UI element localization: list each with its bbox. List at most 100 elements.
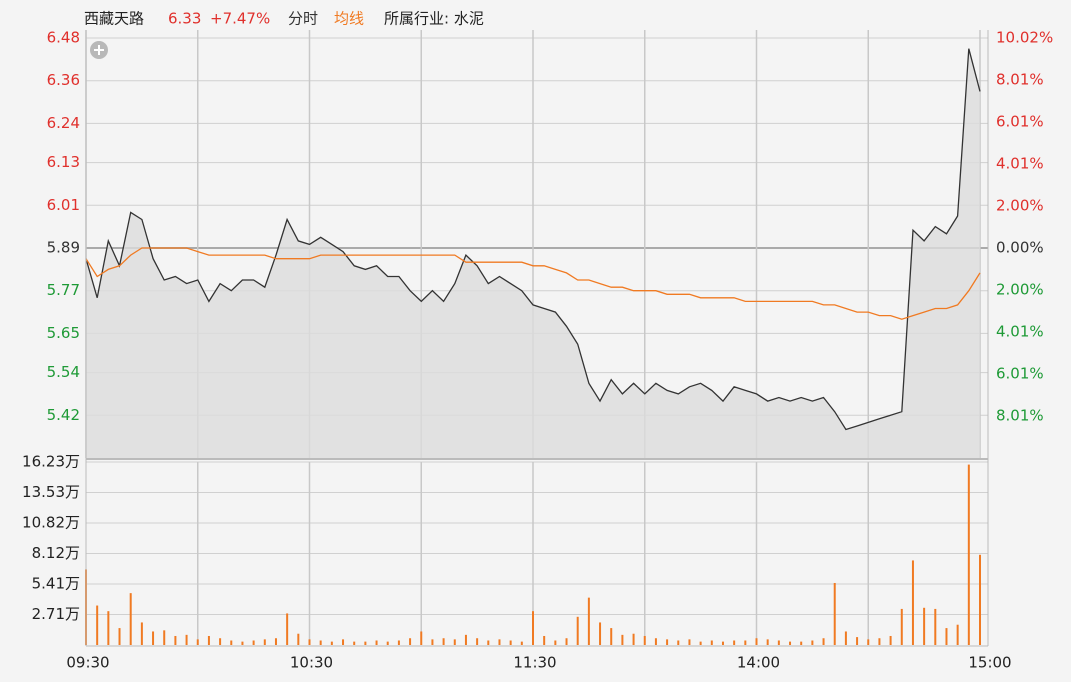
price-area xyxy=(86,48,980,458)
volume-bar xyxy=(543,635,546,645)
volume-bar xyxy=(766,639,769,645)
volume-bar xyxy=(342,639,345,645)
volume-bar xyxy=(844,631,847,645)
add-button[interactable] xyxy=(90,41,108,59)
volume-bar xyxy=(107,611,110,645)
volume-bar xyxy=(96,605,99,645)
volume-bar xyxy=(923,607,926,645)
volume-bar xyxy=(979,554,981,645)
volume-bar xyxy=(174,635,177,645)
volume-bar xyxy=(420,631,423,645)
volume-bar xyxy=(800,641,803,645)
volume-bar xyxy=(185,634,188,645)
volume-bar xyxy=(532,611,534,645)
volume-bar xyxy=(733,640,736,645)
volume-bar xyxy=(643,635,646,645)
x-tick-label: 15:00 xyxy=(968,654,1011,672)
volume-bar xyxy=(397,640,400,645)
y2-tick-label: 2.00% xyxy=(996,197,1044,215)
y2-tick-label: 4.01% xyxy=(996,154,1044,172)
volume-bar xyxy=(453,639,456,645)
volume-bar xyxy=(118,628,121,645)
mode: 分时 xyxy=(288,10,318,28)
x-tick-label: 09:30 xyxy=(66,654,109,672)
x-tick-label: 10:30 xyxy=(290,654,333,672)
volume-bar xyxy=(163,630,166,645)
y-tick-label: 6.01 xyxy=(47,196,80,214)
volume-bar xyxy=(353,641,356,645)
volume-bar xyxy=(599,622,602,645)
volume-bar xyxy=(386,641,389,645)
volume-bar xyxy=(833,582,836,645)
volume-bar xyxy=(487,640,490,645)
volume-bar xyxy=(945,628,948,645)
volume-bar xyxy=(721,641,724,645)
volume-bar xyxy=(576,616,579,645)
y2-tick-label: 6.01% xyxy=(996,364,1044,382)
volume-bar xyxy=(587,597,590,645)
y-tick-label: 16.23万 xyxy=(22,453,80,471)
y-tick-label: 5.54 xyxy=(47,363,80,381)
y-tick-label: 6.36 xyxy=(47,71,80,89)
volume-bar xyxy=(129,593,132,645)
y2-tick-label: 8.01% xyxy=(996,71,1044,89)
volume-bar xyxy=(867,639,870,645)
y2-tick-label: 8.01% xyxy=(996,406,1044,424)
y2-tick-label: 0.00% xyxy=(996,239,1044,257)
volume-bar xyxy=(789,641,792,645)
volume-bar xyxy=(476,638,479,645)
industry: 所属行业: 水泥 xyxy=(384,10,484,28)
volume-bar xyxy=(632,633,635,645)
volume-bar xyxy=(308,639,311,645)
volume-bar xyxy=(509,640,512,645)
y-tick-label: 6.48 xyxy=(47,29,80,47)
volume-bar xyxy=(498,639,501,645)
volume-bar xyxy=(431,639,434,645)
volume-bar xyxy=(621,634,624,645)
volume-bar xyxy=(207,635,210,645)
price-line xyxy=(85,48,981,431)
volume-bar xyxy=(688,639,691,645)
volume-bar xyxy=(610,628,613,645)
y-tick-label: 8.12万 xyxy=(32,544,80,562)
y-tick-label: 13.53万 xyxy=(22,483,80,501)
volume-bar xyxy=(286,613,289,645)
volume-bar xyxy=(554,640,557,645)
volume-bar xyxy=(196,639,199,645)
y-tick-label: 6.13 xyxy=(47,153,80,171)
volume-bar xyxy=(140,622,143,645)
volume-bar xyxy=(241,641,244,645)
volume-bar xyxy=(822,638,825,645)
volume-bar xyxy=(364,641,367,645)
volume-bar xyxy=(911,560,914,645)
volume-bar xyxy=(677,640,680,645)
y-tick-label: 5.89 xyxy=(47,239,80,257)
x-tick-label: 14:00 xyxy=(737,654,780,672)
volume-bar xyxy=(878,638,881,645)
avg-line xyxy=(85,247,981,320)
volume-bar xyxy=(889,635,892,645)
last-price: 6.33 xyxy=(168,10,201,28)
volume-bar xyxy=(442,638,445,645)
y2-tick-label: 10.02% xyxy=(996,29,1053,47)
legend-avg: 均线 xyxy=(334,10,364,28)
volume-bar xyxy=(699,641,702,645)
y-tick-label: 5.41万 xyxy=(32,575,80,593)
volume-bar xyxy=(330,641,333,645)
volume-bar xyxy=(252,640,255,645)
volume-bar xyxy=(811,640,814,645)
volume-bar xyxy=(409,638,412,645)
volume-bar xyxy=(375,640,378,645)
volume-bar xyxy=(152,631,155,645)
change: +7.47% xyxy=(210,10,270,28)
y-tick-label: 10.82万 xyxy=(22,514,80,532)
volume-bar xyxy=(666,639,669,645)
y-tick-label: 5.42 xyxy=(47,406,80,424)
y2-tick-label: 2.00% xyxy=(996,280,1044,298)
volume-bar xyxy=(934,608,937,645)
y-tick-label: 2.71万 xyxy=(32,605,80,623)
volume-bar xyxy=(219,638,222,645)
volume-bar xyxy=(464,634,467,645)
volume-bar xyxy=(230,640,233,645)
